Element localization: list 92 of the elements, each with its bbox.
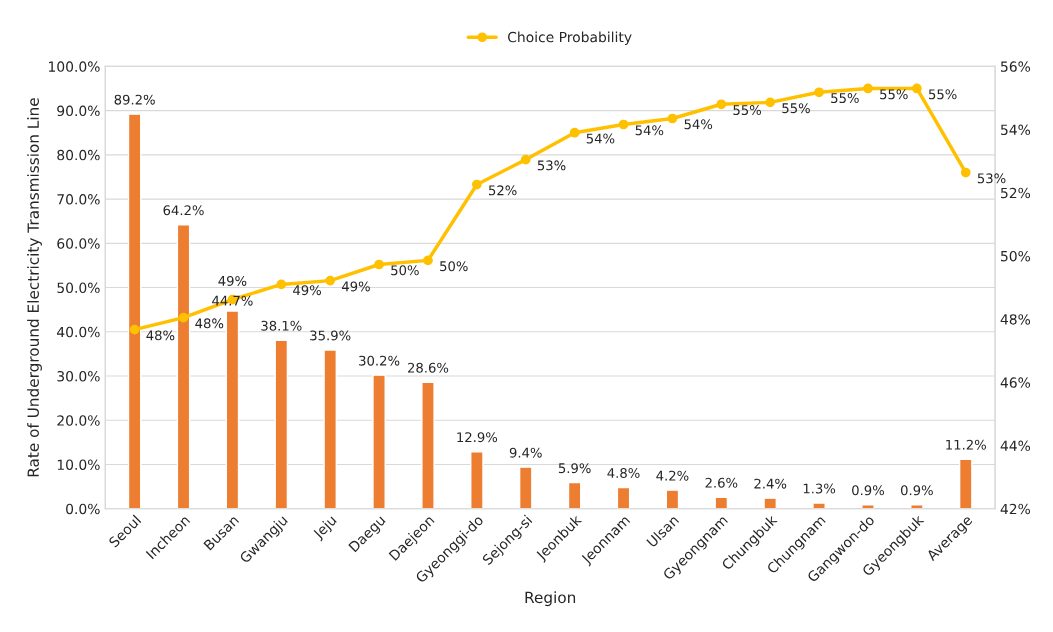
- data-label: 9.4%: [509, 447, 542, 458]
- point: [618, 119, 629, 130]
- data-label: 1.3%: [803, 483, 836, 494]
- y-tick-label: 70.0%: [57, 194, 100, 205]
- y2-tick-label: 54%: [1001, 124, 1031, 136]
- bar: [567, 481, 582, 509]
- data-label: 48%: [195, 318, 224, 329]
- point: [471, 179, 482, 190]
- y2-tick-label: 46%: [1000, 377, 1031, 388]
- bar: [763, 497, 778, 509]
- bar: [861, 504, 875, 509]
- data-label: 4.8%: [607, 468, 640, 479]
- y2-tick-label: 56%: [1001, 61, 1031, 72]
- data-label: 53%: [977, 173, 1006, 184]
- point: [374, 259, 384, 270]
- point: [423, 255, 433, 266]
- bar: [958, 458, 973, 509]
- data-label: 49%: [293, 285, 322, 296]
- data-label: 64.2%: [163, 205, 204, 216]
- data-label: 52%: [488, 185, 517, 196]
- bar: [714, 496, 729, 509]
- point: [912, 83, 922, 94]
- bar: [421, 381, 435, 509]
- data-label: 55%: [880, 89, 908, 100]
- data-label: 2.4%: [754, 478, 787, 489]
- data-label: 4.2%: [656, 470, 689, 481]
- data-label: 28.6%: [407, 362, 449, 373]
- y-tick-label: 50.0%: [57, 282, 100, 294]
- y-tick-label: 30.0%: [57, 371, 100, 382]
- bar: [323, 349, 337, 509]
- data-label: 55%: [782, 103, 810, 114]
- data-label: 50%: [391, 265, 419, 276]
- bar: [616, 486, 631, 509]
- point: [667, 113, 678, 124]
- point: [569, 127, 580, 138]
- y-tick-label: 100.0%: [49, 61, 100, 72]
- data-label: 55%: [928, 89, 957, 100]
- data-label: 49%: [341, 281, 370, 292]
- point: [863, 83, 873, 94]
- legend-label: Choice Probability: [507, 31, 632, 46]
- point: [276, 279, 287, 290]
- y2-tick-label: 42%: [1000, 503, 1031, 515]
- data-label: 5.9%: [558, 463, 591, 474]
- data-label: 55%: [733, 105, 762, 116]
- bar: [225, 310, 240, 509]
- bar: [470, 450, 484, 509]
- data-label: 12.9%: [457, 432, 498, 443]
- y-tick-label: 0.0%: [66, 503, 100, 515]
- data-label: 54%: [684, 119, 713, 130]
- y2-tick-label: 48%: [1000, 314, 1031, 325]
- data-label: 30.2%: [359, 355, 400, 366]
- data-label: 50%: [440, 261, 468, 272]
- y-tick-label: 80.0%: [57, 149, 100, 161]
- data-label: 53%: [537, 160, 566, 171]
- data-label: 0.9%: [852, 485, 885, 496]
- data-label: 38.1%: [261, 320, 302, 331]
- y-tick-label: 60.0%: [57, 238, 100, 249]
- bar: [274, 339, 289, 509]
- y-tick-label: 90.0%: [57, 105, 100, 117]
- y2-tick-label: 50%: [1001, 250, 1031, 262]
- y2-tick-label: 52%: [1001, 187, 1031, 199]
- data-label: 2.6%: [705, 477, 738, 488]
- point: [716, 99, 727, 110]
- y-axis-title: Rate of Underground Electricity Transmission Line: [27, 98, 42, 477]
- data-label: 48%: [146, 330, 175, 341]
- data-label: 89.2%: [114, 94, 155, 105]
- y2-tick-label: 44%: [1000, 440, 1031, 452]
- point: [765, 97, 776, 108]
- data-label: 35.9%: [310, 330, 351, 341]
- data-label: 54%: [586, 133, 615, 144]
- point: [960, 167, 971, 178]
- y-tick-label: 40.0%: [57, 326, 100, 338]
- point: [520, 154, 531, 165]
- data-label: 54%: [635, 125, 664, 136]
- point: [325, 275, 336, 286]
- y-tick-label: 20.0%: [57, 415, 100, 426]
- bar: [910, 504, 924, 509]
- data-label: 55%: [831, 93, 859, 104]
- bar: [665, 489, 680, 509]
- bar: [127, 113, 142, 509]
- bar: [812, 502, 826, 509]
- data-label: 11.2%: [946, 439, 986, 450]
- bar: [176, 224, 191, 509]
- bar: [518, 466, 533, 509]
- point: [129, 324, 140, 335]
- x-axis-title: Region: [525, 591, 576, 607]
- data-label: 0.9%: [900, 485, 933, 496]
- point: [814, 87, 824, 98]
- point: [178, 312, 189, 323]
- data-label: 49%: [218, 275, 247, 286]
- bar: [372, 374, 386, 509]
- y-tick-label: 10.0%: [57, 459, 100, 470]
